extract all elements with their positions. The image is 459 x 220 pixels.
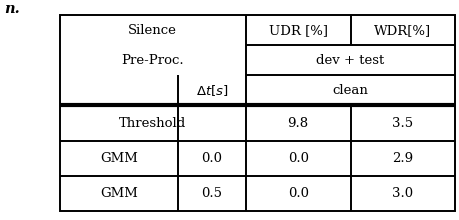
Text: 3.0: 3.0 <box>392 187 413 200</box>
Text: 9.8: 9.8 <box>287 117 308 130</box>
Text: 0.0: 0.0 <box>287 152 308 165</box>
Text: n.: n. <box>5 2 20 16</box>
Text: 0.5: 0.5 <box>201 187 222 200</box>
Text: 0.0: 0.0 <box>201 152 222 165</box>
Text: clean: clean <box>332 84 368 97</box>
Text: dev + test: dev + test <box>316 54 384 67</box>
Bar <box>60 15 454 211</box>
Text: WDR[%]: WDR[%] <box>374 24 431 37</box>
Text: Pre-Proc.: Pre-Proc. <box>121 54 184 67</box>
Text: Threshold: Threshold <box>119 117 186 130</box>
Text: 2.9: 2.9 <box>392 152 413 165</box>
Text: 3.5: 3.5 <box>392 117 413 130</box>
Text: Silence: Silence <box>128 24 177 37</box>
Text: 0.0: 0.0 <box>287 187 308 200</box>
Text: UDR [%]: UDR [%] <box>268 24 327 37</box>
Text: GMM: GMM <box>100 152 138 165</box>
Text: $\Delta t[s]$: $\Delta t[s]$ <box>196 83 228 98</box>
Text: GMM: GMM <box>100 187 138 200</box>
